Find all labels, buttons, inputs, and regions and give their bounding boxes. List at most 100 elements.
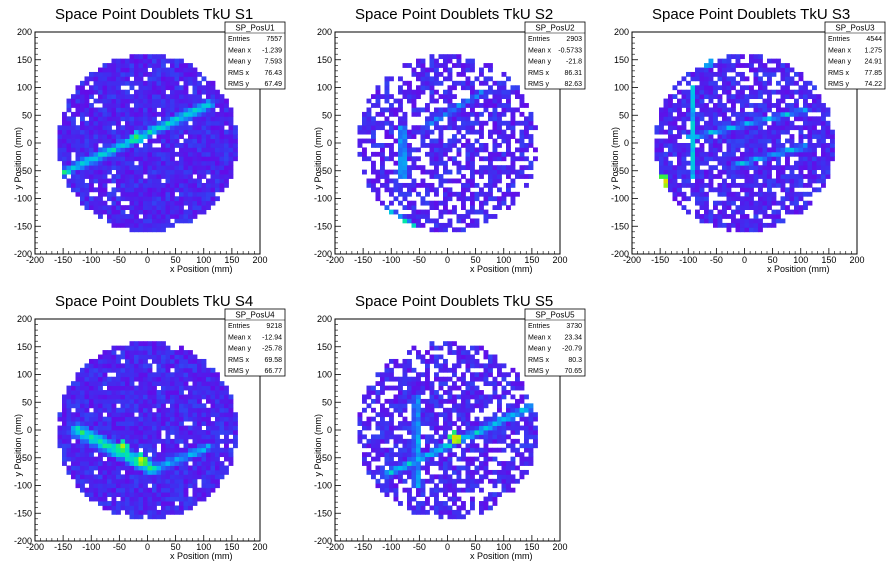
heatmap-cell: [134, 345, 139, 351]
heatmap-cell: [429, 421, 435, 426]
heatmap-cell: [161, 341, 166, 347]
heatmap-cell: [80, 483, 85, 489]
heatmap-cell: [695, 209, 700, 215]
heatmap-cell: [170, 381, 175, 386]
heatmap-cell: [165, 222, 171, 228]
heatmap-cell: [456, 496, 462, 502]
heatmap-cell: [197, 443, 202, 449]
heatmap-cell: [402, 394, 408, 400]
heatmap-cell: [84, 200, 90, 206]
heatmap-cell: [416, 390, 421, 395]
heatmap-cell: [116, 63, 121, 68]
heatmap-cell: [183, 138, 189, 144]
heatmap-cell: [708, 67, 714, 73]
heatmap-cell: [753, 165, 759, 171]
heatmap-cell: [695, 111, 700, 117]
heatmap-cell: [803, 103, 808, 108]
heatmap-cell: [161, 381, 166, 386]
heatmap-cell: [62, 456, 67, 462]
heatmap-cell: [62, 403, 67, 409]
heatmap-cell: [474, 116, 480, 122]
heatmap-cell: [165, 350, 171, 355]
heatmap-cell: [699, 160, 705, 166]
heatmap-cell: [71, 385, 76, 391]
heatmap-cell: [452, 372, 457, 378]
heatmap-cell: [143, 151, 148, 157]
heatmap-cell: [89, 107, 94, 113]
heatmap-cell: [407, 398, 412, 404]
heatmap-cell: [215, 125, 220, 131]
heatmap-cell: [785, 147, 790, 153]
heatmap-cell: [179, 187, 184, 193]
heatmap-cell: [102, 129, 108, 135]
heatmap-cell: [228, 129, 234, 135]
heatmap-cell: [111, 94, 117, 99]
heatmap-cell: [147, 381, 153, 386]
heatmap-cell: [161, 443, 166, 449]
heatmap-cell: [789, 89, 795, 95]
heatmap-cell: [798, 191, 804, 197]
heatmap-cell: [420, 138, 426, 144]
stats-key: Mean x: [228, 47, 251, 54]
heatmap-cell: [125, 116, 130, 122]
heatmap-cell: [165, 385, 171, 391]
heatmap-cell: [125, 461, 130, 466]
heatmap-cell: [156, 438, 162, 444]
heatmap-cell: [515, 147, 520, 153]
heatmap-cell: [107, 430, 112, 435]
heatmap-cell: [116, 169, 121, 175]
heatmap-cell: [789, 178, 795, 184]
heatmap-cell: [362, 156, 367, 162]
heatmap-cell: [215, 407, 220, 413]
heatmap-cell: [179, 125, 184, 131]
heatmap-cell: [474, 94, 480, 99]
heatmap-cell: [206, 434, 211, 440]
heatmap-cell: [708, 174, 714, 179]
heatmap-cell: [425, 443, 430, 449]
heatmap-cell: [179, 156, 184, 162]
heatmap-cell: [425, 182, 430, 188]
heatmap-cell: [147, 174, 153, 179]
heatmap-cell: [111, 509, 117, 515]
heatmap-cell: [183, 447, 189, 453]
heatmap-cell: [161, 191, 166, 197]
heatmap-cell: [183, 367, 189, 373]
heatmap-cell: [749, 156, 754, 162]
heatmap-cell: [762, 165, 768, 171]
heatmap-cell: [174, 143, 180, 148]
heatmap-cell: [443, 469, 448, 475]
heatmap-cell: [224, 421, 229, 426]
heatmap-cell: [84, 469, 90, 475]
heatmap-cell: [425, 76, 430, 82]
heatmap-cell: [57, 434, 63, 440]
heatmap-cell: [161, 452, 166, 458]
heatmap-cell: [726, 147, 732, 153]
heatmap-cell: [438, 111, 444, 117]
heatmap-cell: [375, 94, 381, 99]
heatmap-cell: [812, 116, 817, 122]
heatmap-cell: [111, 218, 117, 224]
heatmap-cell: [125, 89, 130, 95]
heatmap-cell: [398, 98, 403, 104]
heatmap-cell: [215, 398, 220, 404]
heatmap-cell: [116, 147, 121, 153]
heatmap-cell: [192, 205, 198, 210]
heatmap-cell: [695, 94, 700, 99]
heatmap-cell: [362, 116, 367, 122]
heatmap-cell: [215, 129, 220, 135]
heatmap-cell: [125, 434, 130, 440]
heatmap-cell: [93, 358, 99, 364]
heatmap-cell: [89, 492, 94, 497]
heatmap-cell: [722, 76, 727, 82]
heatmap-cell: [785, 205, 790, 210]
heatmap-cell: [192, 191, 198, 197]
heatmap-cell: [807, 156, 813, 162]
heatmap-cell: [429, 147, 435, 153]
heatmap-cell: [506, 94, 511, 99]
heatmap-cell: [357, 125, 363, 131]
heatmap-cell: [465, 430, 471, 435]
heatmap-cell: [744, 98, 750, 104]
heatmap-cell: [134, 403, 139, 409]
heatmap-cell: [407, 98, 412, 104]
heatmap-cell: [179, 71, 184, 77]
